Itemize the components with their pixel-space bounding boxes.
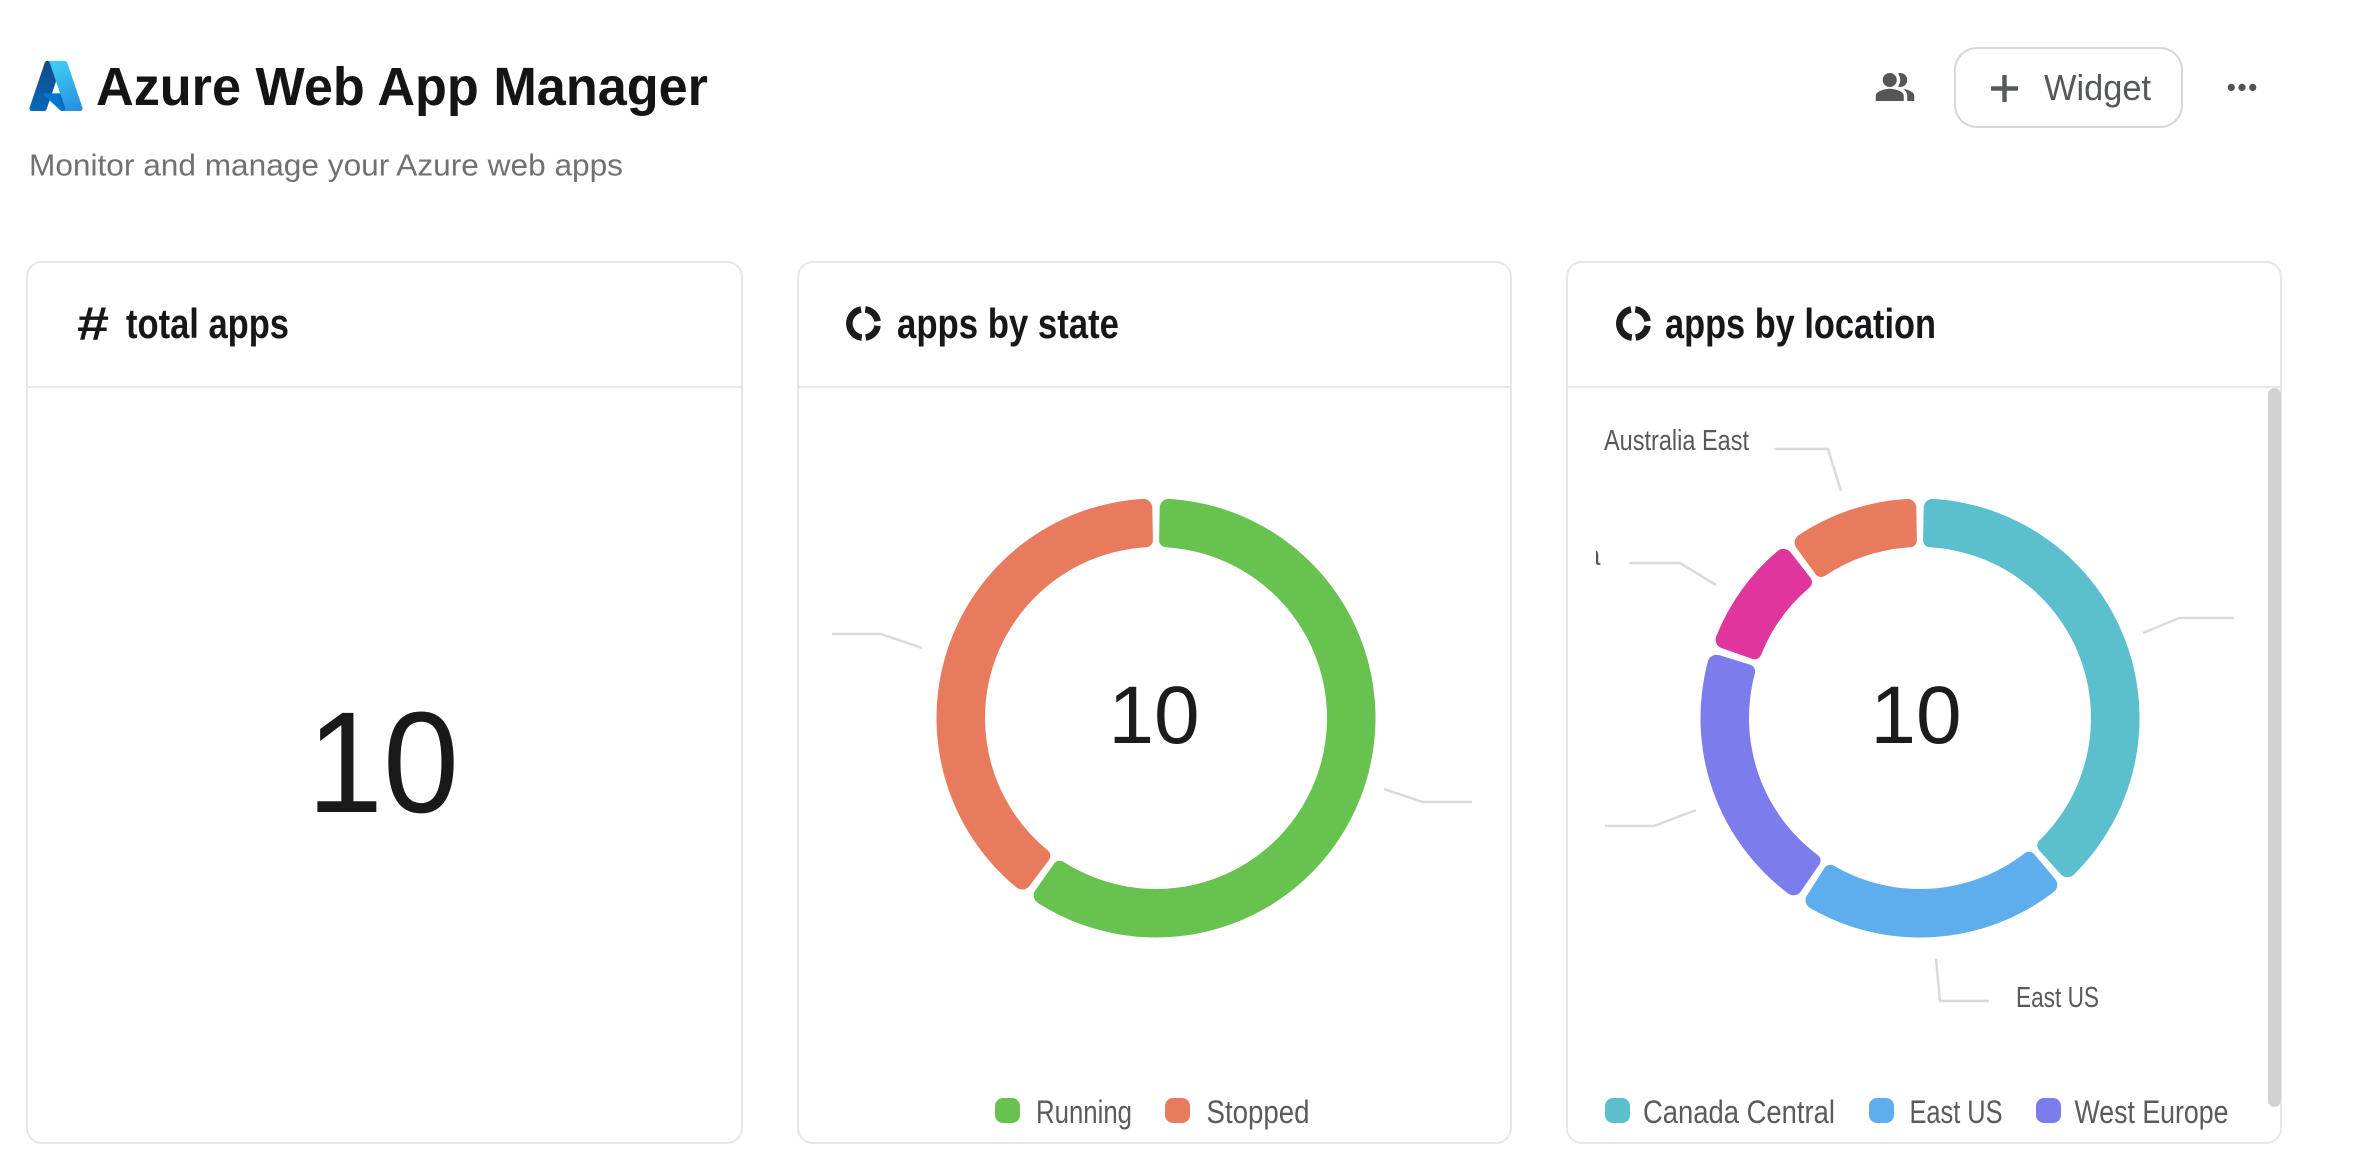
svg-text:East US: East US	[2016, 982, 2099, 1014]
svg-text:total apps: total apps	[126, 300, 289, 347]
svg-text:Australia East: Australia East	[1604, 425, 1749, 457]
svg-text:#: #	[77, 297, 109, 350]
svg-text:10: 10	[1108, 670, 1199, 761]
svg-text:10: 10	[1870, 670, 1961, 761]
svg-text:Azure Web App Manager: Azure Web App Manager	[96, 57, 708, 117]
svg-text:Stopped: Stopped	[1207, 1094, 1310, 1130]
svg-text:apps by state: apps by state	[897, 300, 1119, 347]
svg-text:Canada Central: Canada Central	[1643, 1094, 1835, 1130]
svg-text:Running: Running	[1036, 1094, 1132, 1130]
svg-text:Southeast Asia: Southeast Asia	[1596, 540, 1601, 572]
svg-text:West Europe: West Europe	[2075, 1094, 2229, 1130]
svg-text:apps by location: apps by location	[1665, 300, 1936, 347]
svg-text:Widget: Widget	[2044, 67, 2151, 108]
svg-text:Monitor and manage your Azure: Monitor and manage your Azure web apps	[29, 148, 623, 183]
svg-text:10: 10	[307, 682, 459, 843]
svg-text:East US: East US	[1910, 1094, 2003, 1130]
